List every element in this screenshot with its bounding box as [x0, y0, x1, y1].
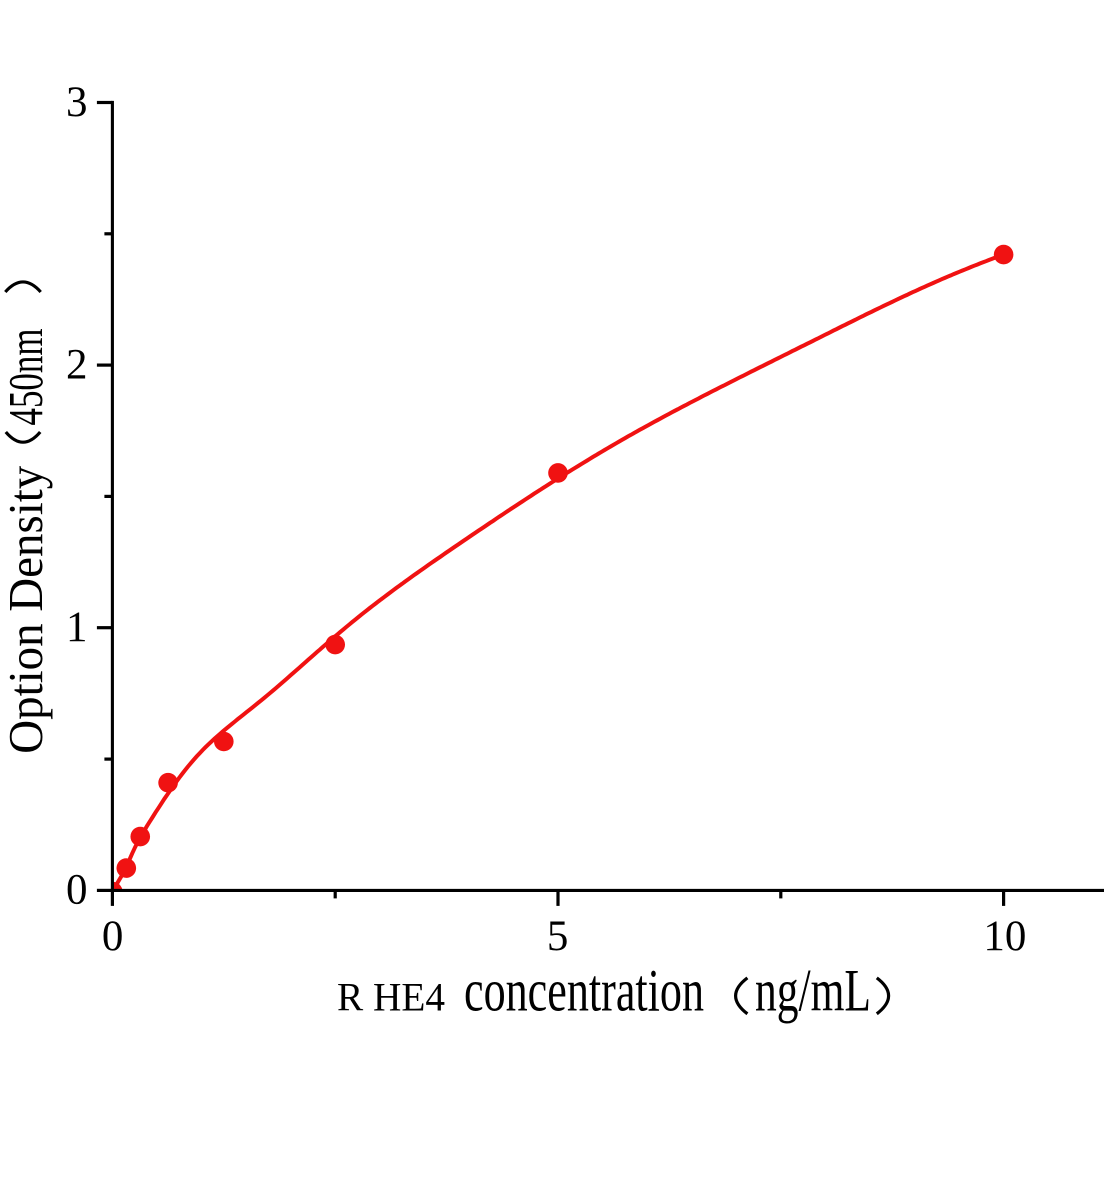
- svg-text:2: 2: [66, 341, 88, 388]
- svg-text:0: 0: [66, 867, 88, 914]
- svg-text:concentration: concentration: [464, 958, 704, 1024]
- svg-text:450nm: 450nm: [0, 329, 53, 426]
- svg-text:Option Density: Option Density: [0, 465, 53, 753]
- svg-text:5: 5: [547, 913, 569, 960]
- svg-text:R HE4: R HE4: [337, 975, 445, 1020]
- svg-text:3: 3: [66, 79, 88, 126]
- svg-text:1: 1: [66, 604, 88, 651]
- svg-text:ng/mL: ng/mL: [755, 958, 871, 1024]
- svg-text:0: 0: [102, 913, 124, 960]
- svg-text:10: 10: [983, 913, 1026, 960]
